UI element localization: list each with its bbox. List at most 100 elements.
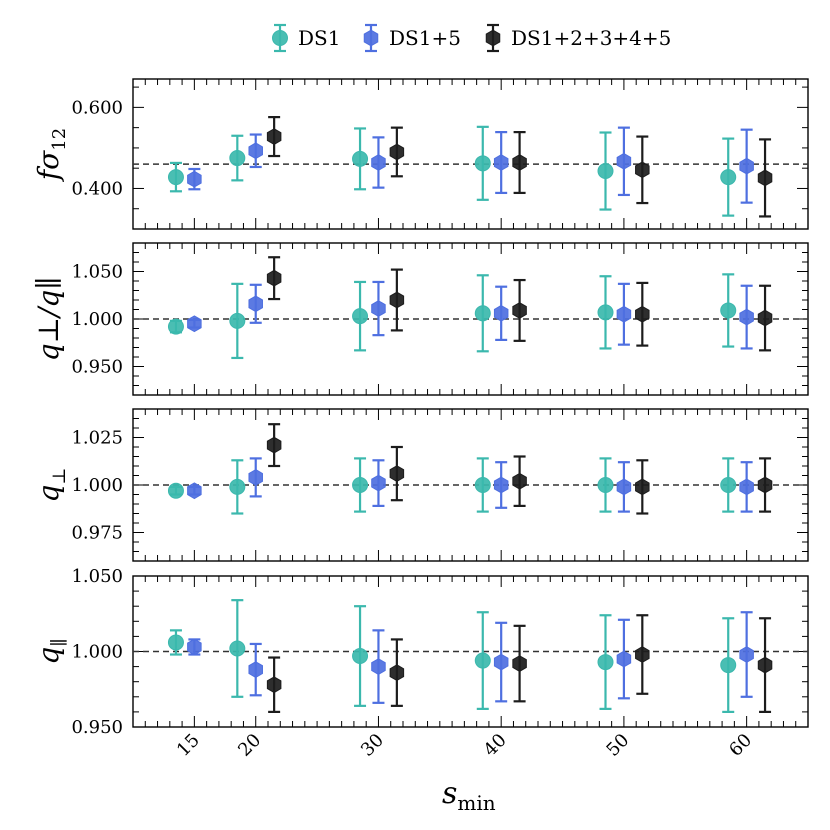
data-point (597, 304, 614, 321)
data-point (493, 154, 509, 171)
data-point (474, 155, 491, 172)
series-DS1+2+3+4+5 (266, 423, 773, 515)
data-point (248, 469, 263, 486)
panel-qpar: 0.950 1.000 1.050 q∥ (32, 566, 809, 738)
data-point (389, 291, 405, 309)
data-point (389, 465, 405, 482)
data-point (229, 150, 246, 167)
data-point (187, 482, 202, 500)
data-point (757, 169, 773, 187)
x-tick-label: 20 (234, 730, 265, 761)
legend: DS1 DS1+5 DS1+2+3+4+5 (272, 23, 671, 53)
data-point (352, 648, 369, 665)
series-DS1 (167, 457, 737, 515)
data-point (616, 305, 632, 323)
data-point (739, 157, 754, 175)
legend-entry: DS1+2+3+4+5 (485, 23, 671, 53)
data-point (167, 318, 184, 335)
y-tick-label: 0.950 (71, 717, 123, 738)
data-point (635, 305, 650, 323)
data-point (187, 638, 202, 656)
y-tick-label: 0.400 (71, 178, 123, 199)
data-point (597, 477, 614, 493)
y-tick-label: 0.950 (71, 357, 123, 378)
data-point (720, 657, 737, 674)
y-axis-label: q∥ (32, 638, 70, 664)
data-point (229, 312, 246, 329)
series-DS1+2+3+4+5 (266, 256, 773, 352)
data-point (389, 143, 405, 161)
data-point (512, 154, 527, 171)
series-DS1 (167, 125, 737, 217)
panel-qratio: 0.950 1.000 1.050 q⊥/q∥ (32, 242, 809, 396)
data-point (616, 152, 632, 170)
data-point (739, 646, 754, 663)
legend-entry: DS1+5 (363, 23, 461, 53)
data-point (635, 161, 650, 179)
data-point (512, 302, 527, 319)
x-tick-label: 15 (173, 730, 204, 761)
data-point (371, 300, 386, 317)
y-axis-label: q⊥ (32, 468, 70, 503)
data-point (371, 154, 386, 171)
x-tick-labels: 15 20 30 40 50 60 (173, 730, 756, 761)
data-point (597, 163, 614, 180)
y-ticks (133, 86, 808, 230)
data-point (352, 150, 369, 167)
x-ticks (132, 409, 809, 561)
data-point (352, 308, 369, 325)
series-DS1+5 (187, 457, 754, 513)
y-tick-label: 1.050 (71, 566, 123, 587)
data-point (757, 309, 773, 327)
data-point (493, 476, 509, 494)
data-point (474, 652, 491, 669)
data-point (371, 658, 386, 675)
series-DS1 (167, 273, 737, 360)
x-axis-label: smin (442, 776, 496, 815)
data-point (720, 169, 737, 186)
data-point (248, 661, 263, 678)
data-point (266, 128, 282, 145)
data-point (757, 656, 773, 674)
data-point (248, 142, 263, 160)
data-point (474, 305, 491, 322)
data-point (187, 170, 202, 188)
x-ticks (132, 243, 809, 395)
data-point (266, 436, 282, 454)
x-ticks (132, 79, 809, 229)
y-tick-label: 1.000 (71, 309, 123, 330)
legend-marker (485, 29, 501, 47)
data-point (167, 634, 184, 651)
data-point (352, 477, 369, 493)
x-tick-label: 40 (480, 730, 511, 761)
x-tick-label: 50 (602, 730, 633, 761)
x-axis-label-group: smin (442, 776, 496, 815)
data-point (229, 478, 246, 495)
series-DS1+2+3+4+5 (266, 614, 773, 714)
data-point (635, 478, 650, 496)
data-point (248, 295, 263, 313)
data-point (493, 653, 509, 671)
legend-label: DS1+5 (389, 26, 461, 50)
legend-label: DS1+2+3+4+5 (511, 26, 671, 50)
x-ticks (132, 576, 809, 727)
data-point (757, 476, 773, 494)
data-point (616, 650, 632, 668)
series-DS1+2+3+4+5 (266, 116, 773, 218)
data-point (474, 477, 491, 493)
legend-marker (272, 30, 288, 46)
data-point (167, 482, 184, 499)
series-DS1+5 (187, 611, 754, 704)
data-point (512, 472, 527, 490)
y-tick-label: 1.025 (71, 428, 123, 449)
panel-frame (132, 78, 809, 230)
y-tick-label: 1.000 (71, 475, 123, 496)
data-point (635, 646, 650, 663)
data-point (720, 302, 737, 319)
series-DS1+5 (187, 280, 754, 350)
